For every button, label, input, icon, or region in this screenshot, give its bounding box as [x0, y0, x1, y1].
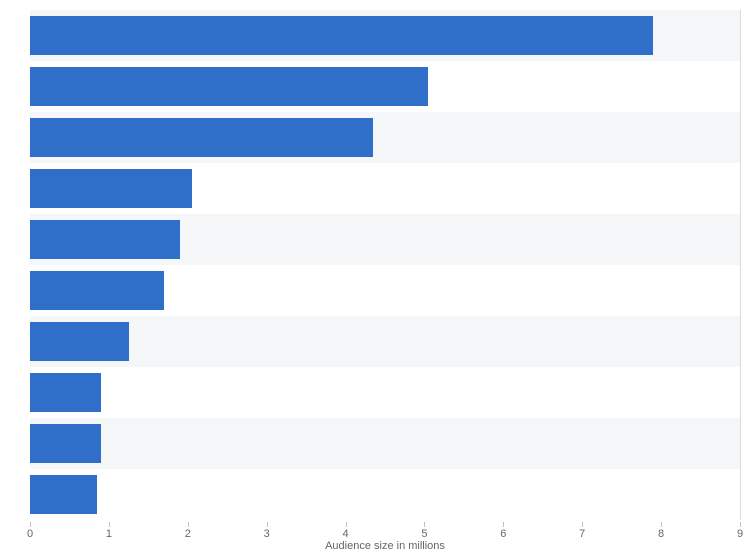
x-tick-mark — [30, 522, 31, 527]
x-tick-mark — [346, 522, 347, 527]
chart-row — [30, 265, 740, 316]
chart-row — [30, 10, 740, 61]
x-tick-label: 2 — [185, 528, 191, 540]
x-tick-label: 8 — [658, 528, 664, 540]
bar — [30, 373, 101, 412]
bar — [30, 67, 428, 106]
x-tick-mark — [267, 522, 268, 527]
chart-row — [30, 61, 740, 112]
bar — [30, 118, 373, 157]
x-tick-mark — [188, 522, 189, 527]
chart-row — [30, 112, 740, 163]
chart-row — [30, 469, 740, 520]
x-tick-label: 6 — [500, 528, 506, 540]
chart-container: 0 1 2 3 4 5 6 7 8 9 Audience size in millions — [0, 0, 754, 560]
chart-row — [30, 367, 740, 418]
x-axis-label: Audience size in millions — [30, 540, 740, 552]
x-tick-mark — [740, 522, 741, 527]
bar — [30, 475, 97, 514]
bar — [30, 169, 192, 208]
x-tick-mark — [424, 522, 425, 527]
x-tick-mark — [503, 522, 504, 527]
plot-area — [30, 10, 740, 520]
x-tick-label: 9 — [737, 528, 743, 540]
bar — [30, 271, 164, 310]
x-tick-mark — [109, 522, 110, 527]
chart-row — [30, 163, 740, 214]
x-tick-label: 7 — [579, 528, 585, 540]
bar — [30, 424, 101, 463]
x-tick-label: 3 — [264, 528, 270, 540]
gridline — [740, 10, 741, 520]
x-tick-label: 1 — [106, 528, 112, 540]
x-tick-mark — [582, 522, 583, 527]
chart-row — [30, 214, 740, 265]
x-tick-label: 5 — [421, 528, 427, 540]
bar — [30, 16, 653, 55]
x-tick-label: 0 — [27, 528, 33, 540]
chart-row — [30, 418, 740, 469]
bar — [30, 220, 180, 259]
x-axis-ticks: 0 1 2 3 4 5 6 7 8 9 — [30, 522, 740, 542]
x-tick-label: 4 — [342, 528, 348, 540]
x-tick-mark — [661, 522, 662, 527]
bar — [30, 322, 129, 361]
chart-row — [30, 316, 740, 367]
